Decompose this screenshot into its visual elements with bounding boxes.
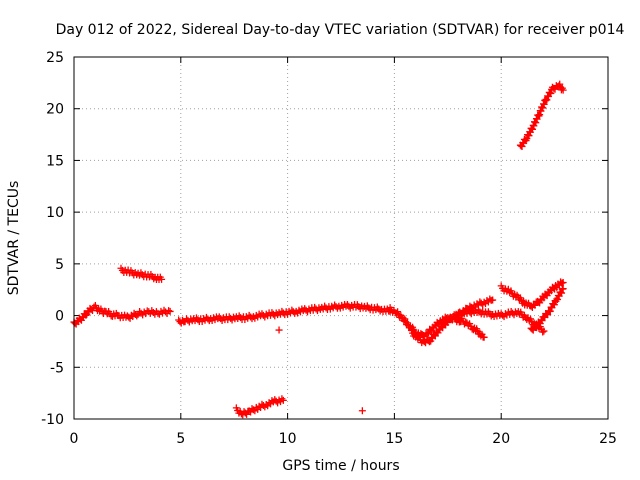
series-arc-1 [70, 301, 174, 328]
x-tick-label: 10 [279, 431, 297, 447]
data-point [558, 289, 566, 297]
series-arc-12 [232, 395, 287, 419]
x-tick-label: 25 [599, 431, 617, 447]
y-tick-label: -5 [50, 360, 64, 376]
data-points [70, 80, 567, 419]
series-arc-9 [497, 278, 567, 311]
data-point [275, 326, 283, 334]
data-point [166, 307, 174, 315]
series-arc-8 [446, 295, 497, 324]
series-arc-11 [516, 80, 567, 150]
y-tick-label: 20 [46, 102, 64, 118]
data-point [539, 328, 547, 336]
y-tick-label: 25 [46, 50, 64, 66]
y-axis-label: SDTVAR / TECUs [6, 181, 22, 296]
y-tick-label: -10 [41, 412, 64, 428]
x-tick-label: 5 [176, 431, 185, 447]
data-point [531, 301, 539, 309]
data-point [243, 410, 251, 418]
data-point [279, 396, 287, 404]
data-point [529, 125, 537, 133]
x-tick-label: 0 [70, 431, 79, 447]
series-arc-10 [527, 285, 567, 334]
data-point [133, 312, 141, 320]
data-point [82, 311, 90, 319]
data-point [480, 333, 488, 341]
x-tick-label: 15 [385, 431, 403, 447]
data-point [165, 307, 173, 315]
series-arc-2 [117, 264, 166, 284]
data-point [158, 275, 166, 283]
data-point [547, 89, 555, 97]
y-tick-label: 5 [55, 257, 64, 273]
data-point [543, 96, 551, 104]
chart-title: Day 012 of 2022, Sidereal Day-to-day VTE… [56, 22, 625, 38]
data-point [278, 395, 286, 403]
series-isolated [275, 326, 366, 415]
x-axis-label: GPS time / hours [282, 458, 399, 474]
y-tick-label: 0 [55, 309, 64, 325]
plot-frame [73, 56, 609, 420]
data-point [518, 142, 526, 150]
axis-ticks: 0 5 10 15 20 25 -10 -5 0 5 10 15 20 25 [41, 50, 617, 447]
gridlines [74, 57, 608, 419]
data-point [559, 86, 567, 94]
y-tick-label: 10 [46, 205, 64, 221]
data-point [554, 296, 562, 304]
data-point [540, 327, 548, 335]
data-point [489, 296, 497, 304]
series-arc-3 [175, 300, 394, 327]
data-point [550, 301, 558, 309]
data-point [546, 307, 554, 315]
data-point [358, 407, 366, 415]
data-point [525, 132, 533, 140]
data-point [559, 278, 567, 286]
y-tick-label: 15 [46, 153, 64, 169]
data-point [559, 285, 567, 293]
x-tick-label: 20 [492, 431, 510, 447]
